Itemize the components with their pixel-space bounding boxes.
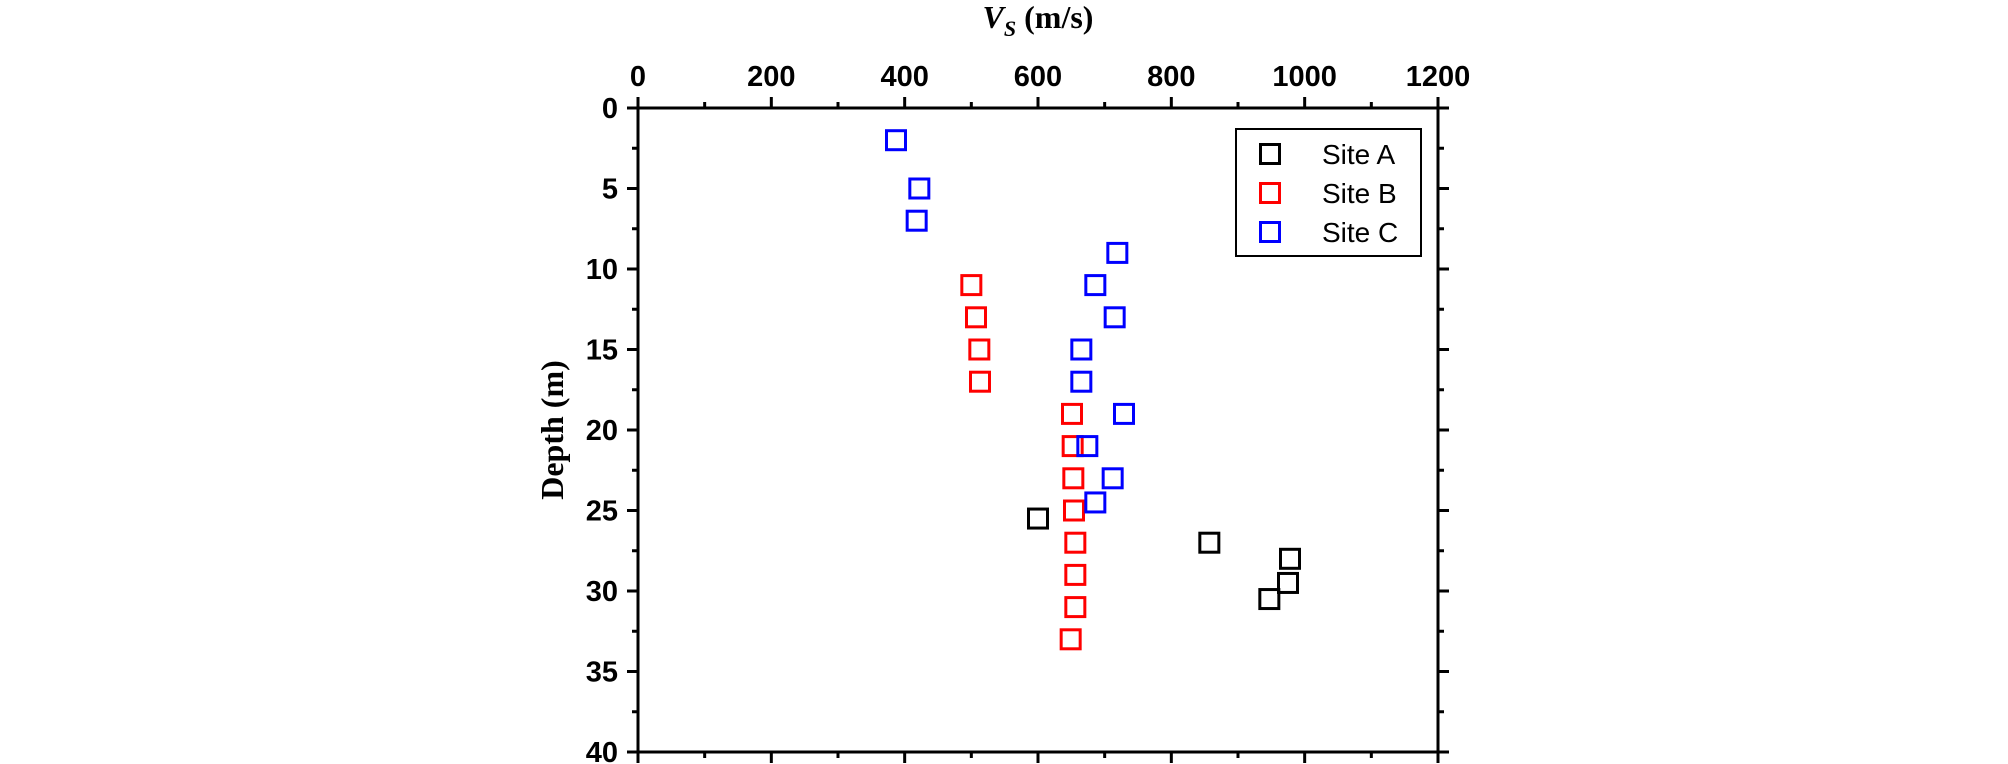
site-b-point (1064, 531, 1087, 554)
site-a-point (1027, 507, 1049, 530)
x-tick-label: 400 (880, 61, 928, 93)
legend-label-site-b: Site B (1322, 178, 1397, 209)
y-tick-label: 20 (586, 415, 618, 447)
site-b-point (1061, 402, 1083, 425)
site-a-point (1277, 571, 1299, 594)
site-c-point (1103, 306, 1126, 329)
x-axis-ticks: 0 200 400 600 800 1000 1200 (630, 61, 1470, 763)
site-c-point (885, 129, 907, 152)
x-axis-label-main: V (983, 0, 1007, 35)
x-tick-label: 1000 (1272, 61, 1337, 93)
legend: Site A Site B Site C (1235, 128, 1422, 257)
site-c-point (1101, 467, 1124, 490)
x-axis-label: VS (m/s) (983, 0, 1094, 41)
y-axis-ticks: 0 5 10 15 20 25 30 35 40 (586, 93, 1449, 764)
y-tick-label: 10 (586, 254, 618, 286)
site-c-point (1070, 338, 1093, 361)
site-b-point (968, 338, 991, 361)
x-tick-label: 600 (1014, 61, 1062, 93)
legend-marker-site-b (1259, 182, 1281, 204)
site-b-point (1061, 435, 1084, 458)
y-axis-title: Depth (m) (534, 360, 570, 500)
x-tick-label: 800 (1147, 61, 1195, 93)
x-tick-label: 0 (630, 61, 646, 93)
y-tick-label: 35 (586, 657, 618, 689)
x-axis-title: VS (m/s) (983, 0, 1094, 41)
site-a-point (1258, 588, 1281, 611)
legend-label-site-c: Site C (1322, 217, 1398, 248)
y-tick-label: 30 (586, 576, 618, 608)
site-c-point (1084, 491, 1107, 514)
y-tick-label: 40 (586, 737, 618, 764)
site-b-point (1064, 596, 1087, 619)
site-c-point (1084, 274, 1107, 297)
x-axis-label-subscript: S (1004, 16, 1016, 41)
data-points (885, 129, 1301, 651)
site-c-point (1070, 370, 1093, 393)
legend-marker-site-a (1259, 143, 1281, 165)
y-tick-label: 15 (586, 335, 618, 367)
y-tick-label: 5 (602, 174, 618, 206)
legend-label-site-a: Site A (1322, 139, 1395, 170)
y-axis-label: Depth (m) (534, 360, 570, 500)
legend-marker-site-c (1259, 221, 1281, 243)
site-b-point (965, 306, 987, 329)
site-c-point (1113, 402, 1135, 425)
site-b-point (1062, 467, 1085, 490)
legend-box (1235, 128, 1422, 257)
x-axis-label-unit: (m/s) (1016, 0, 1093, 35)
y-tick-label: 0 (602, 93, 618, 125)
site-c-point (905, 209, 928, 232)
site-a-point (1279, 547, 1301, 570)
site-c-point (1076, 435, 1099, 458)
site-b-point (1059, 628, 1082, 651)
site-c-point (1106, 241, 1129, 264)
x-tick-label: 200 (747, 61, 795, 93)
site-c-point (908, 177, 931, 200)
site-b-point (1064, 563, 1087, 586)
site-b-point (969, 370, 991, 393)
site-b-point (1063, 499, 1085, 522)
site-a-point (1198, 531, 1221, 554)
x-tick-label: 1200 (1406, 61, 1471, 93)
y-tick-label: 25 (586, 496, 618, 528)
site-b-point (960, 274, 983, 297)
